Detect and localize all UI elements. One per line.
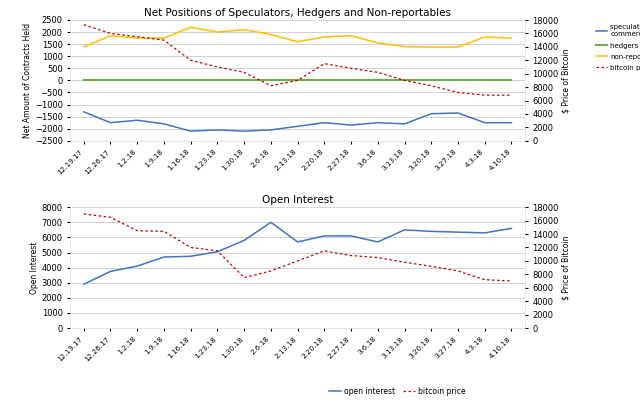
Legend: open interest, bitcoin price: open interest, bitcoin price (326, 384, 469, 399)
Y-axis label: $ Price of Bitcoin: $ Price of Bitcoin (561, 48, 571, 113)
Title: Net Positions of Speculators, Hedgers and Non-reportables: Net Positions of Speculators, Hedgers an… (144, 8, 451, 18)
Title: Open Interest: Open Interest (262, 195, 333, 205)
Y-axis label: $ Price of Bitcoin: $ Price of Bitcoin (561, 235, 571, 300)
Legend: speculators (non
commercial), hedgers (commercial), non-reportable, bitcoin pric: speculators (non commercial), hedgers (c… (596, 24, 640, 70)
Y-axis label: Net Amount of Contracts Held: Net Amount of Contracts Held (23, 23, 32, 138)
Y-axis label: Open Interest: Open Interest (30, 242, 39, 294)
